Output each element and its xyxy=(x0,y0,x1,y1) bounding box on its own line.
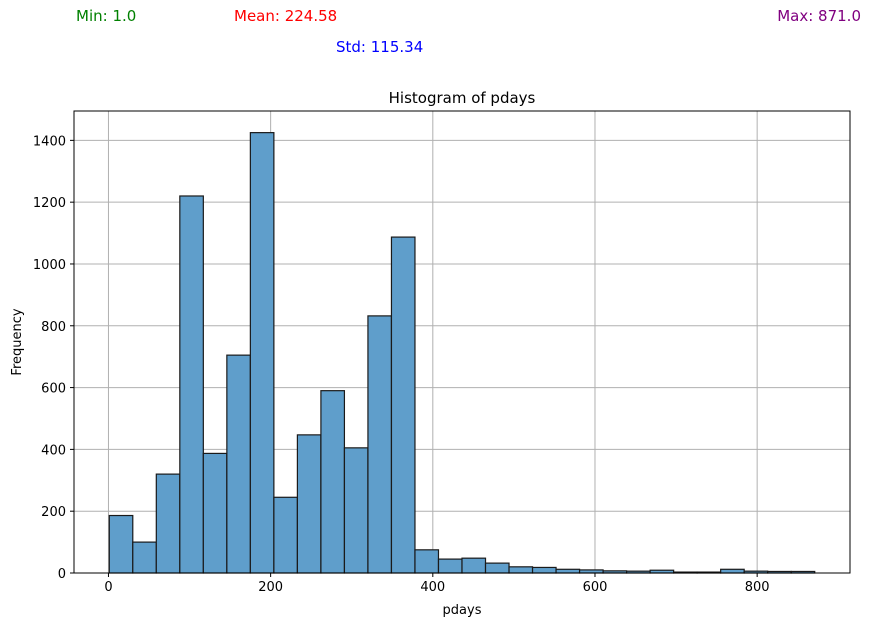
histogram-bar xyxy=(343,447,369,574)
y-tick-label: 1400 xyxy=(33,134,66,149)
x-tick-label: 800 xyxy=(745,580,770,595)
histogram-bar xyxy=(202,452,228,574)
histogram-bar xyxy=(155,473,181,574)
y-tick-label: 0 xyxy=(58,567,66,582)
histogram-bar xyxy=(132,541,157,574)
max-stat: Max: 871.0 xyxy=(777,7,861,25)
histogram-bar xyxy=(720,568,745,574)
x-axis-ticks: 0 200 400 600 800 xyxy=(104,573,770,595)
histogram-bar xyxy=(437,558,463,574)
x-axis-label: pdays xyxy=(443,603,482,618)
histogram-bar xyxy=(508,566,534,574)
y-tick-label: 400 xyxy=(41,443,66,458)
histogram-bar xyxy=(296,434,322,574)
x-tick-label: 200 xyxy=(258,580,283,595)
min-stat: Min: 1.0 xyxy=(76,7,137,25)
histogram-bar xyxy=(179,195,204,574)
mean-stat: Mean: 224.58 xyxy=(234,7,338,25)
histogram-bar xyxy=(226,354,251,574)
histogram-bar xyxy=(108,514,134,574)
plot-frame xyxy=(73,110,851,574)
histogram-bar xyxy=(249,132,275,574)
histogram-bar xyxy=(390,236,416,574)
histogram-bar xyxy=(320,390,346,574)
y-tick-label: 1200 xyxy=(33,196,66,211)
y-tick-label: 800 xyxy=(41,320,66,335)
chart-title: Histogram of pdays xyxy=(389,89,536,107)
histogram-bar xyxy=(461,557,487,574)
histogram-bar xyxy=(273,496,298,574)
x-tick-label: 0 xyxy=(104,580,112,595)
histogram-bar xyxy=(414,549,440,574)
y-tick-label: 600 xyxy=(41,382,66,397)
histogram-bar xyxy=(484,562,510,574)
y-tick-label: 1000 xyxy=(33,258,66,273)
y-axis-label: Frequency xyxy=(10,308,25,375)
x-tick-label: 600 xyxy=(583,580,608,595)
x-tick-label: 400 xyxy=(420,580,445,595)
histogram-bar xyxy=(367,315,393,574)
y-tick-label: 200 xyxy=(41,505,66,520)
histogram-bar xyxy=(555,568,581,574)
histogram-bar xyxy=(531,566,557,574)
std-stat: Std: 115.34 xyxy=(336,38,424,56)
y-axis-ticks: 0 200 400 600 800 1000 1200 1400 xyxy=(33,134,74,582)
bars xyxy=(108,132,816,574)
